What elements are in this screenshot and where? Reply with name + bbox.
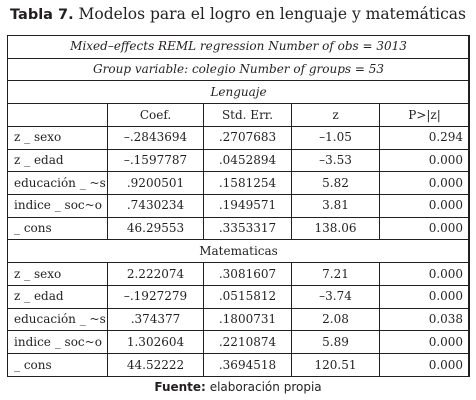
value-cell: 0.000 <box>378 216 471 241</box>
regression-table: Mixed–effects REML regression Number of … <box>6 35 471 377</box>
value-cell: .3694518 <box>203 353 292 377</box>
value-cell: 3.81 <box>291 194 380 218</box>
value-cell: .1581254 <box>203 171 292 196</box>
source-text: elaboración propia <box>209 380 322 394</box>
value-cell: 1.302604 <box>107 330 204 355</box>
variable-cell: educación _ ~s <box>7 307 108 332</box>
table-row: educación _ ~s .9200501.1581254 5.82 0.000 <box>7 171 471 196</box>
value-cell: .3353317 <box>203 216 292 241</box>
variable-cell: educación _ ~s <box>7 171 108 196</box>
value-cell: –.1597787 <box>107 148 204 173</box>
table-row: indice _ soc~o .7430234.1949571 3.81 0.000 <box>7 194 471 218</box>
section-title: Lenguaje <box>6 80 471 105</box>
group-info-row: Group variable: colegio Number of groups… <box>6 57 471 82</box>
table-row: _ cons 46.29553.3353317 138.06 0.000 <box>7 216 471 241</box>
value-cell: .1800731 <box>203 307 292 332</box>
column-header: Std. Err. <box>203 103 292 127</box>
value-cell: .3081607 <box>203 262 292 286</box>
value-cell: .2210874 <box>203 330 292 355</box>
value-cell: 5.82 <box>291 171 380 196</box>
section-row: Lenguaje <box>6 80 471 105</box>
table-source: Fuente: elaboración propia <box>0 380 476 398</box>
source-label: Fuente: <box>154 380 206 394</box>
table-number: Tabla 7. <box>10 7 74 23</box>
value-cell: 0.000 <box>378 353 471 377</box>
value-cell: 0.294 <box>378 125 471 150</box>
table-row: z _ edad –.1927279.0515812 –3.74 0.000 <box>7 284 471 309</box>
section-row: Matematicas <box>6 239 471 264</box>
variable-cell: z _ sexo <box>7 125 108 150</box>
value-cell: 46.29553 <box>107 216 204 241</box>
value-cell: 0.000 <box>378 148 471 173</box>
table-row: indice _ soc~o 1.302604.2210874 5.89 0.000 <box>7 330 471 355</box>
variable-cell: _ cons <box>7 216 108 241</box>
value-cell: 7.21 <box>291 262 380 286</box>
column-header: P>|z| <box>378 103 471 127</box>
value-cell: –.1927279 <box>107 284 204 309</box>
value-cell: .1949571 <box>203 194 292 218</box>
table-title: Tabla 7. Modelos para el logro en lengua… <box>0 2 476 28</box>
variable-cell: indice _ soc~o <box>7 194 108 218</box>
value-cell: –3.74 <box>291 284 380 309</box>
value-cell: 2.222074 <box>107 262 204 286</box>
value-cell: –1.05 <box>291 125 380 150</box>
model-info: Mixed–effects REML regression Number of … <box>6 35 471 59</box>
value-cell: 5.89 <box>291 330 380 355</box>
value-cell: 2.08 <box>291 307 380 332</box>
value-cell: 0.000 <box>378 194 471 218</box>
value-cell: .9200501 <box>107 171 204 196</box>
group-info: Group variable: colegio Number of groups… <box>6 57 471 82</box>
variable-cell: z _ sexo <box>7 262 108 286</box>
table-row: z _ sexo 2.222074.3081607 7.21 0.000 <box>7 262 471 286</box>
table-body: Mixed–effects REML regression Number of … <box>6 35 471 377</box>
section-title: Matematicas <box>6 239 471 264</box>
value-cell: 0.000 <box>378 262 471 286</box>
table-row: z _ edad –.1597787.0452894 –3.53 0.000 <box>7 148 471 173</box>
value-cell: .374377 <box>107 307 204 332</box>
value-cell: 44.52222 <box>107 353 204 377</box>
table-row: educación _ ~s .374377.1800731 2.08 0.038 <box>7 307 471 332</box>
value-cell: 120.51 <box>291 353 380 377</box>
value-cell: –.2843694 <box>107 125 204 150</box>
variable-cell: z _ edad <box>7 148 108 173</box>
value-cell: 0.000 <box>378 171 471 196</box>
variable-cell: z _ edad <box>7 284 108 309</box>
value-cell: .2707683 <box>203 125 292 150</box>
column-header: Coef. <box>107 103 204 127</box>
value-cell: –3.53 <box>291 148 380 173</box>
value-cell: 0.000 <box>378 284 471 309</box>
value-cell: .0515812 <box>203 284 292 309</box>
variable-cell: _ cons <box>7 353 108 377</box>
value-cell: 0.038 <box>378 307 471 332</box>
value-cell: 138.06 <box>291 216 380 241</box>
column-header <box>7 103 108 127</box>
column-header: z <box>291 103 380 127</box>
model-info-row: Mixed–effects REML regression Number of … <box>6 35 471 59</box>
value-cell: 0.000 <box>378 330 471 355</box>
variable-cell: indice _ soc~o <box>7 330 108 355</box>
table-row: z _ sexo –.2843694.2707683 –1.05 0.294 <box>7 125 471 150</box>
table-row: _ cons 44.52222.3694518 120.51 0.000 <box>7 353 471 377</box>
value-cell: .7430234 <box>107 194 204 218</box>
column-header-row: Coef. Std. Err. z P>|z| <box>7 103 471 127</box>
table-caption: Modelos para el logro en lenguaje y mate… <box>78 5 466 23</box>
value-cell: .0452894 <box>203 148 292 173</box>
